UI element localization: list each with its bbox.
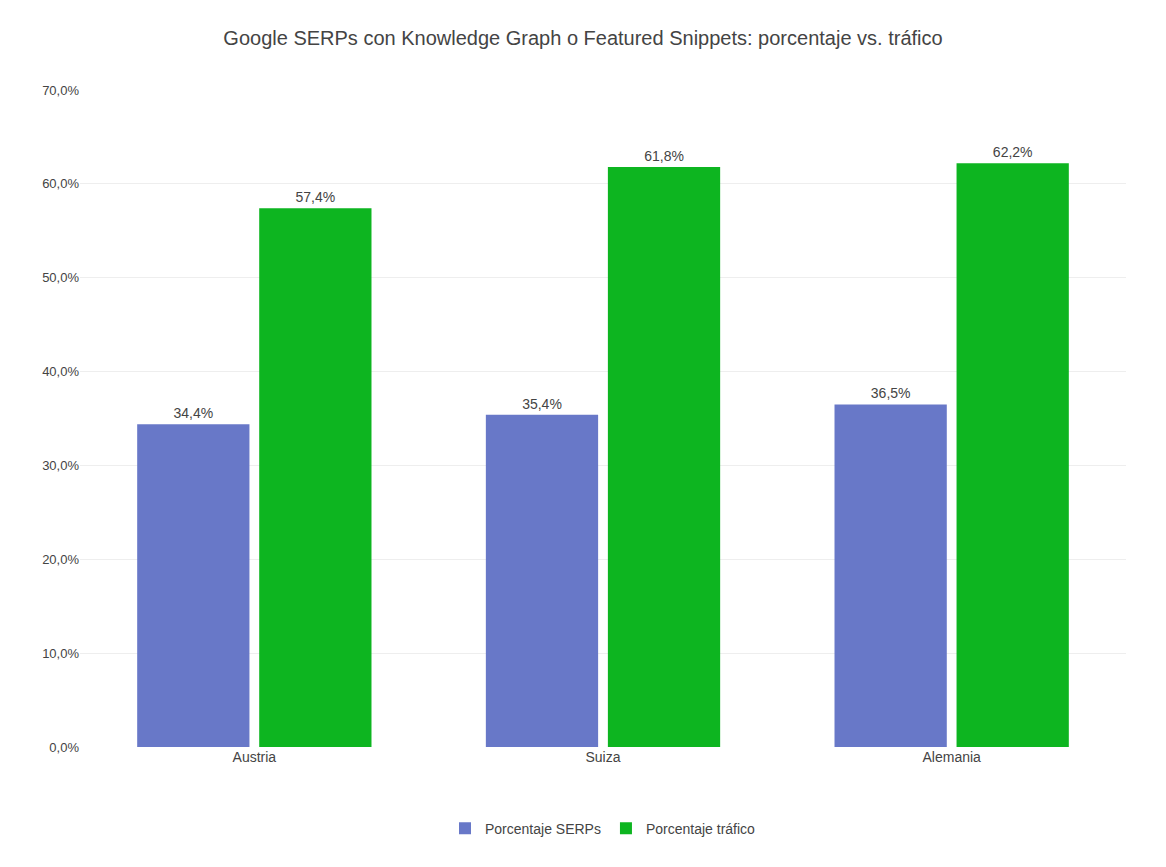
svg-text:Google SERPs con Knowledge Gra: Google SERPs con Knowledge Graph o Featu… — [223, 27, 942, 49]
svg-text:Porcentaje tráfico: Porcentaje tráfico — [646, 821, 755, 837]
svg-text:50,0%: 50,0% — [42, 270, 79, 285]
svg-text:30,0%: 30,0% — [42, 458, 79, 473]
svg-text:20,0%: 20,0% — [42, 552, 79, 567]
svg-text:Suiza: Suiza — [585, 749, 620, 765]
svg-text:57,4%: 57,4% — [295, 189, 335, 205]
svg-text:10,0%: 10,0% — [42, 646, 79, 661]
svg-text:62,2%: 62,2% — [993, 144, 1033, 160]
svg-text:34,4%: 34,4% — [173, 405, 213, 421]
svg-text:60,0%: 60,0% — [42, 176, 79, 191]
svg-text:61,8%: 61,8% — [644, 148, 684, 164]
svg-text:70,0%: 70,0% — [42, 83, 79, 98]
svg-text:Alemania: Alemania — [922, 749, 981, 765]
svg-text:40,0%: 40,0% — [42, 364, 79, 379]
svg-text:Austria: Austria — [233, 749, 277, 765]
svg-text:35,4%: 35,4% — [522, 396, 562, 412]
svg-text:Porcentaje SERPs: Porcentaje SERPs — [485, 821, 601, 837]
svg-text:0,0%: 0,0% — [49, 740, 79, 755]
svg-text:36,5%: 36,5% — [871, 385, 911, 401]
